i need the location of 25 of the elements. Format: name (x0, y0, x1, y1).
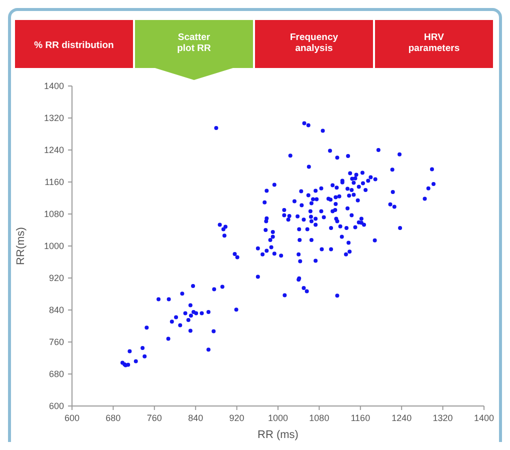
y-tick-label: 1320 (44, 113, 64, 123)
y-tick-label: 1080 (44, 209, 64, 219)
y-axis-title: RR(ms) (15, 227, 27, 265)
y-tick-label: 1160 (44, 177, 64, 187)
x-tick-label: 680 (106, 413, 121, 423)
x-tick-label: 1000 (268, 413, 288, 423)
y-tick-label: 840 (48, 305, 64, 315)
y-tick-label: 920 (48, 273, 64, 283)
tab-bar: % RR distribution Scatter plot RR Frequency analysis HRV parameters (15, 20, 493, 80)
x-tick-label: 1320 (432, 413, 453, 423)
x-axis-title: RR (ms) (258, 429, 298, 441)
y-tick-label: 760 (48, 337, 64, 347)
y-tick-label: 1000 (44, 241, 64, 251)
x-tick-label: 1080 (309, 413, 330, 423)
y-tick-label: 680 (48, 369, 64, 379)
x-tick-label: 1400 (474, 413, 494, 423)
y-tick-label: 600 (48, 401, 64, 411)
y-tick-label: 1240 (44, 145, 64, 155)
x-tick-label: 1240 (392, 413, 412, 423)
x-tick-label: 760 (146, 413, 162, 423)
y-tick-label: 1400 (44, 81, 64, 91)
x-tick-label: 1160 (350, 413, 370, 423)
x-tick-label: 920 (229, 413, 244, 423)
x-tick-label: 840 (188, 413, 204, 423)
x-tick-label: 600 (64, 413, 80, 423)
